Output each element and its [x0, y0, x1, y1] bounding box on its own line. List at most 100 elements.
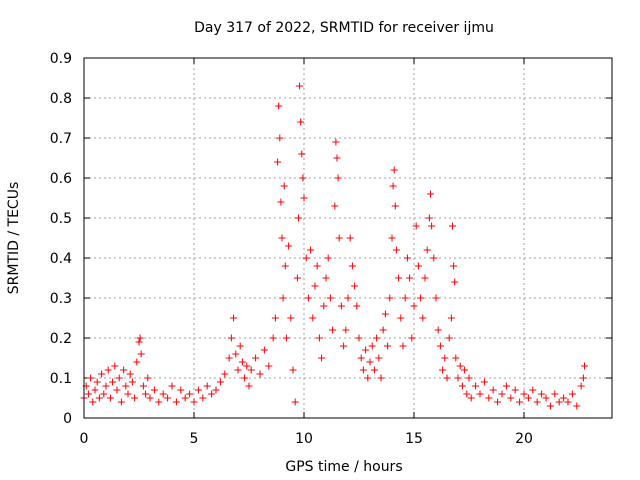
data-point	[238, 358, 246, 366]
data-point	[124, 390, 132, 398]
data-point	[271, 314, 279, 322]
chart-title: Day 317 of 2022, SRMTID for receiver ijm…	[194, 20, 494, 36]
data-point	[216, 378, 224, 386]
data-point	[111, 362, 119, 370]
data-point	[329, 326, 337, 334]
data-point	[395, 274, 403, 282]
data-point	[311, 282, 319, 290]
data-point	[524, 394, 532, 402]
data-point	[315, 334, 323, 342]
data-point	[120, 366, 128, 374]
data-point	[280, 182, 288, 190]
data-point	[172, 398, 180, 406]
data-point	[95, 394, 103, 402]
x-tick-label: 0	[80, 431, 89, 447]
data-point	[245, 382, 253, 390]
data-point	[282, 334, 290, 342]
data-point	[498, 390, 506, 398]
data-point	[304, 294, 312, 302]
data-point	[516, 398, 524, 406]
data-point	[507, 394, 515, 402]
data-point	[511, 386, 519, 394]
y-tick-label: 0.7	[50, 131, 72, 147]
data-point	[324, 254, 332, 262]
data-point	[456, 362, 464, 370]
data-point	[449, 222, 456, 230]
data-point	[122, 382, 130, 390]
data-point	[236, 342, 244, 350]
data-point	[275, 102, 283, 110]
data-point	[461, 366, 469, 374]
y-tick-label: 0.5	[50, 211, 72, 227]
data-point	[454, 374, 462, 382]
data-point	[480, 378, 488, 386]
y-tick-label: 0.1	[50, 371, 72, 387]
data-point	[533, 398, 541, 406]
data-point	[410, 302, 418, 310]
data-point	[489, 386, 497, 394]
data-point	[419, 314, 427, 322]
data-point	[379, 326, 387, 334]
data-point	[359, 366, 367, 374]
data-point	[115, 374, 123, 382]
data-points	[80, 82, 588, 410]
data-point	[331, 202, 339, 210]
data-point	[106, 394, 114, 402]
data-point	[212, 386, 220, 394]
data-point	[412, 222, 420, 230]
data-point	[348, 262, 356, 270]
data-point	[366, 358, 374, 366]
data-point	[414, 262, 422, 270]
data-point	[109, 378, 117, 386]
data-point	[256, 370, 264, 378]
data-point	[406, 274, 414, 282]
data-point	[309, 314, 317, 322]
data-point	[190, 398, 198, 406]
data-point	[126, 370, 134, 378]
grid-lines	[84, 58, 612, 418]
data-point	[291, 398, 299, 406]
data-point	[434, 326, 442, 334]
data-point	[430, 254, 438, 262]
x-tick-label: 10	[295, 431, 313, 447]
data-point	[269, 334, 277, 342]
data-point	[199, 394, 207, 402]
data-point	[144, 374, 152, 382]
data-point	[128, 378, 136, 386]
data-point	[293, 274, 301, 282]
data-point	[313, 262, 321, 270]
data-point	[463, 390, 471, 398]
data-point	[355, 334, 363, 342]
data-point	[186, 390, 194, 398]
data-point	[441, 354, 449, 362]
data-point	[234, 366, 242, 374]
axis-ticks	[83, 57, 612, 419]
data-point	[564, 398, 572, 406]
data-point	[368, 342, 376, 350]
data-point	[389, 182, 397, 190]
data-point	[465, 374, 473, 382]
data-point	[502, 382, 510, 390]
data-point	[560, 394, 568, 402]
data-point	[87, 374, 95, 382]
data-point	[334, 174, 342, 182]
data-point	[146, 394, 154, 402]
data-point	[318, 354, 326, 362]
data-point	[333, 154, 341, 162]
data-point	[135, 338, 143, 346]
y-tick-label: 0.2	[50, 331, 72, 347]
data-point	[322, 274, 330, 282]
data-point	[104, 366, 112, 374]
x-tick-label: 5	[190, 431, 199, 447]
data-point	[100, 390, 108, 398]
data-point	[403, 254, 411, 262]
data-point	[445, 334, 453, 342]
data-point	[102, 382, 110, 390]
data-point	[353, 302, 361, 310]
data-point	[139, 382, 147, 390]
data-point	[276, 134, 284, 142]
data-point	[230, 314, 238, 322]
data-point	[399, 342, 407, 350]
data-point	[298, 150, 306, 158]
data-point	[408, 334, 416, 342]
